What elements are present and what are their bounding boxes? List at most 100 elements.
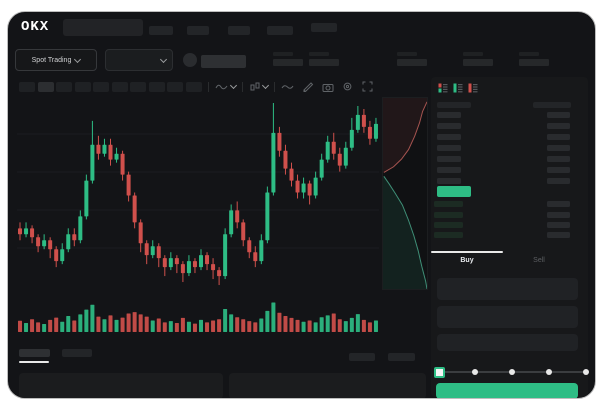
orderbook-cell[interactable] <box>547 112 570 118</box>
orderbook-cell[interactable] <box>547 178 570 184</box>
bottom-tab-active[interactable] <box>19 349 50 357</box>
search-input[interactable] <box>63 19 143 36</box>
amount-input[interactable] <box>437 306 578 328</box>
buy-submit-button[interactable] <box>436 383 578 398</box>
ticker-stat <box>309 52 339 66</box>
interval-button[interactable] <box>19 81 35 92</box>
volume-bars <box>18 302 378 332</box>
pair-name-placeholder <box>201 55 246 68</box>
pair-dropdown[interactable] <box>105 49 173 71</box>
orderbook-cell[interactable] <box>547 222 570 228</box>
orderbook-cell[interactable] <box>437 134 461 140</box>
orderbook-cell[interactable] <box>547 134 570 140</box>
orderbook-cell[interactable] <box>437 178 461 184</box>
settings-gear-icon[interactable] <box>342 81 353 92</box>
interval-button[interactable] <box>185 81 202 92</box>
interval-button[interactable] <box>167 81 183 92</box>
stat-label <box>519 52 539 56</box>
chevron-down-icon <box>74 55 82 63</box>
bottom-tab[interactable] <box>62 349 92 357</box>
chart-type-icon[interactable] <box>249 82 261 92</box>
okx-logo: OKX <box>21 19 50 35</box>
interval-button[interactable] <box>37 81 54 92</box>
interval-button[interactable] <box>74 81 91 92</box>
stat-label <box>463 52 483 56</box>
stat-value <box>309 59 339 66</box>
token-icon <box>183 53 197 67</box>
nav-item[interactable] <box>149 26 173 35</box>
orderbook-cell[interactable] <box>547 123 570 129</box>
orderbook-cell[interactable] <box>437 156 461 162</box>
screenshot-camera-icon[interactable] <box>322 82 334 92</box>
chart-toolbar <box>19 81 373 92</box>
toolbar-divider <box>241 81 243 92</box>
orderbook-cell[interactable] <box>547 145 570 151</box>
ticker-stat <box>397 52 427 66</box>
slider-stop[interactable] <box>509 369 515 375</box>
slider-stop[interactable] <box>583 369 589 375</box>
orderbook-cell[interactable] <box>547 201 570 207</box>
nav-item[interactable] <box>187 26 209 35</box>
slider-stop[interactable] <box>472 369 478 375</box>
bottom-toolbar-item[interactable] <box>349 353 375 361</box>
stat-label <box>397 52 417 56</box>
orderbook-cell[interactable] <box>547 232 570 238</box>
market-type-selector[interactable]: Spot Trading <box>15 49 97 71</box>
interval-button[interactable] <box>56 81 72 92</box>
orderbook-view-asks-icon[interactable] <box>468 83 478 93</box>
orderbook-bid-cell[interactable] <box>434 201 463 207</box>
interval-button[interactable] <box>111 81 128 92</box>
candlestick-chart[interactable] <box>17 97 379 291</box>
bottom-toolbar-item[interactable] <box>388 353 415 361</box>
ticker-stat <box>463 52 493 66</box>
toolbar-divider <box>207 81 209 92</box>
interval-buttons <box>19 81 202 92</box>
orderbook-cell[interactable] <box>547 167 570 173</box>
orderbook-cell[interactable] <box>437 145 461 151</box>
draw-pencil-icon[interactable] <box>302 81 314 92</box>
orderbook-bid-cell[interactable] <box>434 212 463 218</box>
stat-label <box>273 52 293 56</box>
total-input[interactable] <box>437 334 578 351</box>
orderbook-amount-header <box>533 102 571 108</box>
tab-buy[interactable]: Buy <box>460 257 474 264</box>
slider-handle[interactable] <box>434 367 445 378</box>
orderbook-cell[interactable] <box>547 212 570 218</box>
interval-button[interactable] <box>148 81 165 92</box>
orderbook-cell[interactable] <box>437 167 461 173</box>
toolbar-divider <box>273 81 275 92</box>
orderbook-price-header <box>437 102 471 108</box>
tab-sell[interactable]: Sell <box>533 257 545 264</box>
market-type-label: Spot Trading <box>31 56 72 64</box>
orderbook-view-bids-icon[interactable] <box>453 83 463 93</box>
active-tab-underline <box>19 361 49 363</box>
ma-indicator-icon[interactable] <box>215 82 229 92</box>
ticker-stat <box>519 52 549 66</box>
chevron-down-icon <box>159 55 168 63</box>
app-window: OKX Spot Trading <box>7 11 596 399</box>
orders-panel-placeholder <box>19 373 223 398</box>
orderbook-cell[interactable] <box>437 112 461 118</box>
orderbook-cell[interactable] <box>437 123 461 129</box>
depth-chart <box>383 98 427 289</box>
interval-button[interactable] <box>93 81 109 92</box>
nav-item[interactable] <box>267 26 293 35</box>
orderbook-bid-cell[interactable] <box>434 232 463 238</box>
nav-item[interactable] <box>311 23 337 32</box>
orderbook-cell[interactable] <box>547 156 570 162</box>
price-input[interactable] <box>437 278 578 300</box>
chevron-down-icon[interactable] <box>261 81 269 90</box>
depth-profile-panel[interactable] <box>382 97 428 290</box>
slider-stop[interactable] <box>546 369 552 375</box>
line-tool-icon[interactable] <box>281 82 294 92</box>
chevron-down-icon[interactable] <box>229 81 237 90</box>
fullscreen-expand-icon[interactable] <box>362 81 373 92</box>
interval-button[interactable] <box>130 81 146 92</box>
buy-tab-indicator <box>431 251 503 253</box>
stat-value <box>519 59 549 66</box>
ticker-stat <box>273 52 303 66</box>
nav-item[interactable] <box>228 26 250 35</box>
orderbook-bid-cell[interactable] <box>434 222 463 228</box>
stat-value <box>397 59 427 66</box>
orderbook-view-both-icon[interactable] <box>438 83 448 93</box>
